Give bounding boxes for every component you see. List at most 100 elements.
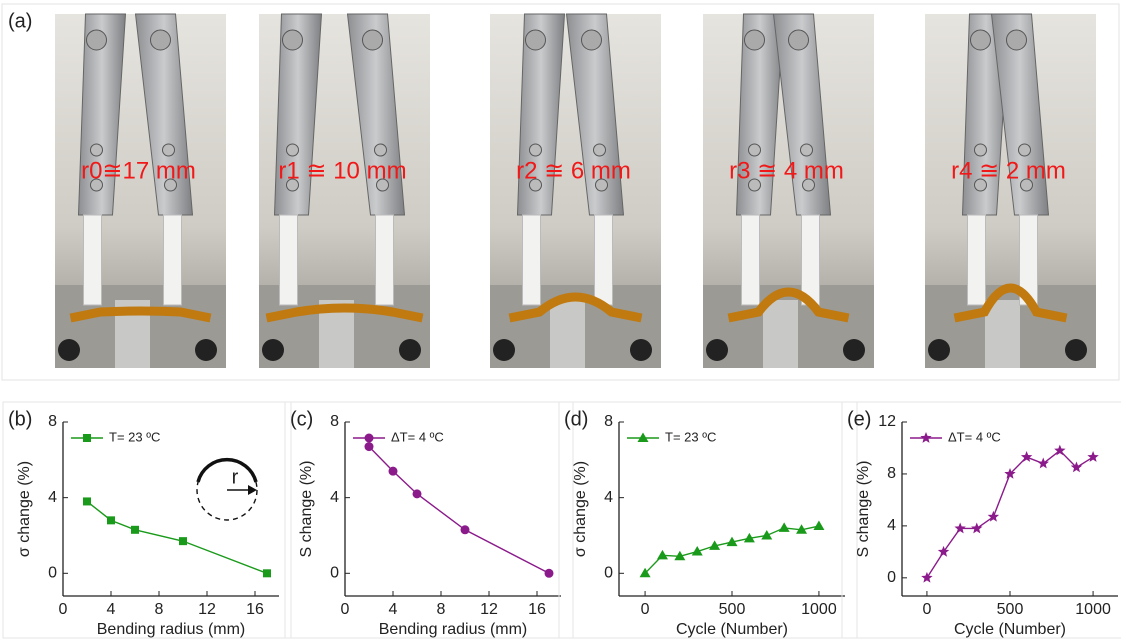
y-tick-label: 4 <box>330 489 339 506</box>
screw <box>282 29 303 51</box>
screw <box>86 29 107 51</box>
marker <box>388 466 398 476</box>
x-tick-label: 1000 <box>1075 601 1111 618</box>
clamp <box>346 13 406 216</box>
tube <box>279 214 298 306</box>
panel-label: (d) <box>564 408 588 430</box>
marker <box>656 549 668 560</box>
tube <box>594 214 613 306</box>
x-axis-title: Cycle (Number) <box>676 621 788 638</box>
x-tick-label: 1000 <box>801 601 837 618</box>
knob <box>706 339 728 361</box>
photo-label: r3 ≅ 4 mm <box>729 157 844 184</box>
panel-label: (e) <box>847 408 871 430</box>
clamp <box>134 13 194 216</box>
tube <box>522 214 541 306</box>
y-axis-title: S change (%) <box>855 461 872 558</box>
series-line <box>86 500 268 574</box>
legend-marker <box>637 432 649 442</box>
inset-arc <box>196 457 258 483</box>
panel-a-frame <box>1 3 1120 381</box>
center-slot <box>985 300 1020 368</box>
legend-marker <box>920 432 932 443</box>
screw <box>788 29 809 51</box>
clamp <box>565 13 625 216</box>
marker <box>412 489 422 499</box>
legend-label: ΔT= 4 ºC <box>391 429 444 444</box>
photo-label: r4 ≅ 2 mm <box>951 157 1066 184</box>
photo <box>490 13 661 368</box>
x-tick-label: 4 <box>389 601 398 618</box>
tube <box>967 214 986 306</box>
marker <box>674 550 686 561</box>
marker <box>639 567 651 578</box>
marker <box>937 545 950 557</box>
y-tick-label: 0 <box>887 569 896 586</box>
tube <box>163 214 182 306</box>
clamp <box>273 13 323 216</box>
knob <box>399 339 421 361</box>
marker <box>1054 444 1066 456</box>
screw <box>974 143 987 157</box>
x-tick-label: 16 <box>246 601 264 618</box>
screw <box>593 143 606 157</box>
photo <box>703 13 874 368</box>
y-tick-label: 0 <box>330 565 339 582</box>
clamp <box>77 13 127 216</box>
series-line <box>368 446 550 574</box>
screw <box>90 143 103 157</box>
knob <box>493 339 515 361</box>
legend-marker <box>364 433 374 443</box>
marker <box>460 525 470 535</box>
photo <box>925 13 1096 368</box>
marker <box>1037 457 1049 469</box>
screw <box>581 29 602 51</box>
screw <box>595 178 608 192</box>
film <box>69 306 212 323</box>
clamp <box>735 13 785 216</box>
marker <box>971 522 983 534</box>
y-axis-title: σ change (%) <box>572 461 589 557</box>
y-axis-title: σ change (%) <box>16 461 33 557</box>
x-tick-label: 0 <box>341 601 350 618</box>
marker <box>1004 467 1016 479</box>
tube <box>801 214 820 306</box>
x-tick-label: 12 <box>198 601 216 618</box>
y-tick-label: 12 <box>878 413 896 430</box>
marker <box>709 540 721 550</box>
tube <box>375 214 394 306</box>
screw <box>748 178 761 192</box>
tube <box>741 214 760 306</box>
marker <box>544 568 554 578</box>
legend-label: T= 23 ºC <box>109 429 160 444</box>
screw <box>374 143 387 157</box>
y-tick-label: 0 <box>604 565 613 582</box>
screw <box>974 178 987 192</box>
marker <box>179 537 187 546</box>
panel-frame <box>841 401 1121 639</box>
marker <box>83 497 91 506</box>
inset-label: r <box>232 466 239 488</box>
y-tick-label: 8 <box>887 465 896 482</box>
knob <box>1065 339 1087 361</box>
marker <box>691 546 703 556</box>
screw <box>525 29 546 51</box>
film <box>953 283 1068 323</box>
knob <box>843 339 865 361</box>
photo-label: r2 ≅ 6 mm <box>516 157 631 184</box>
marker <box>761 529 773 540</box>
legend-marker <box>83 434 91 442</box>
y-tick-label: 4 <box>604 489 613 506</box>
screw <box>164 178 177 192</box>
screw <box>162 143 175 157</box>
y-tick-label: 8 <box>48 413 57 430</box>
y-tick-label: 8 <box>604 413 613 430</box>
marker <box>1087 451 1099 462</box>
panel-label: (a) <box>8 10 32 32</box>
legend-label: T= 23 ºC <box>665 429 716 444</box>
screw <box>90 178 103 192</box>
film <box>508 292 643 323</box>
photo <box>259 13 430 368</box>
clamp <box>772 13 832 216</box>
center-slot <box>763 300 798 368</box>
